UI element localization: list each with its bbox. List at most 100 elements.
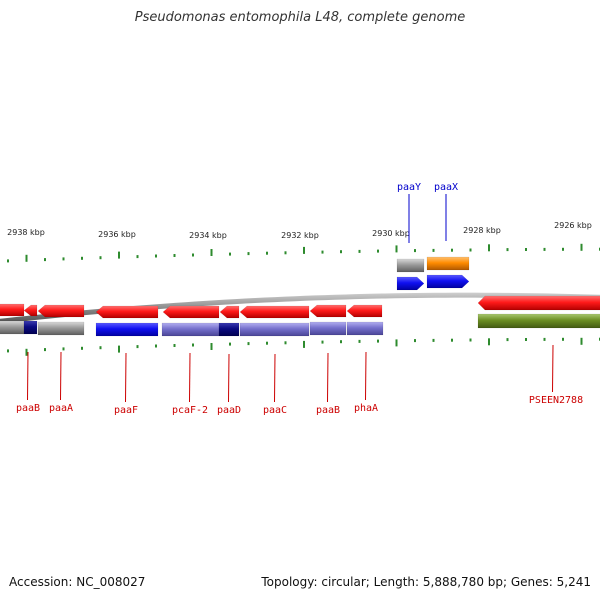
- bottom-tick-mark: [432, 338, 435, 342]
- bottom-tick-mark: [525, 338, 527, 341]
- gene-arrow-red: [0, 303, 25, 317]
- top-tick-mark: [395, 245, 398, 253]
- top-tick-mark: [44, 258, 46, 262]
- gene-label: paaX: [434, 182, 458, 193]
- bottom-tick-mark: [340, 340, 342, 344]
- gene-leader-line: [274, 353, 276, 403]
- top-tick-mark: [210, 249, 213, 256]
- bottom-tick-mark: [25, 348, 28, 356]
- bottom-tick-mark: [358, 339, 361, 343]
- gene-band-navy: [218, 322, 240, 337]
- gene-label: paaA: [49, 403, 73, 414]
- bottom-tick-mark: [44, 348, 46, 352]
- gene-label: paaB: [316, 405, 340, 416]
- bottom-tick-mark: [118, 345, 120, 353]
- gene-leader-line: [27, 351, 29, 401]
- top-tick-mark: [525, 248, 527, 251]
- gene-leader-line: [327, 352, 329, 403]
- gene-band-violet: [309, 321, 347, 336]
- top-tick-mark: [118, 251, 120, 259]
- bottom-tick-mark: [321, 340, 324, 344]
- top-tick-mark: [451, 248, 453, 252]
- top-tick-mark: [62, 257, 65, 261]
- bottom-tick-mark: [451, 338, 453, 342]
- bottom-tick-mark: [266, 341, 268, 345]
- kbp-label: 2936 kbp: [98, 230, 136, 239]
- gene-arrow-PSEEN2788: [477, 295, 600, 311]
- gene-leader-line: [552, 344, 554, 393]
- top-tick-mark: [81, 256, 83, 260]
- bottom-tick-mark: [580, 337, 583, 345]
- kbp-label: 2934 kbp: [189, 231, 227, 240]
- kbp-label: 2932 kbp: [281, 231, 319, 240]
- gene-band-gray: [37, 321, 85, 336]
- bottom-tick-mark: [81, 346, 83, 350]
- gene-leader-line: [60, 351, 62, 401]
- top-tick-mark: [321, 250, 324, 254]
- genome-summary-text: Topology: circular; Length: 5,888,780 bp…: [261, 575, 591, 589]
- gene-arrow-paaY: [396, 276, 425, 291]
- bottom-tick-mark: [229, 342, 231, 346]
- gene-label: PSEEN2788: [529, 395, 583, 406]
- top-tick-mark: [284, 251, 287, 255]
- gene-label: paaB: [16, 403, 40, 414]
- gene-label: paaC: [263, 405, 287, 416]
- gene-leader-line: [189, 352, 191, 403]
- gene-label: pcaF-2: [172, 405, 208, 416]
- top-tick-mark: [358, 249, 361, 253]
- top-tick-mark: [247, 252, 250, 256]
- top-tick-mark: [543, 247, 546, 251]
- bottom-tick-mark: [62, 347, 65, 351]
- gene-label: paaF: [114, 405, 138, 416]
- kbp-label: 2926 kbp: [554, 221, 592, 230]
- bottom-tick-mark: [7, 349, 9, 353]
- top-tick-mark: [7, 259, 9, 263]
- kbp-label: 2938 kbp: [7, 228, 45, 237]
- gene-arrow-pcaF-2: [162, 305, 220, 319]
- gene-band-navy: [23, 320, 38, 335]
- bottom-tick-mark: [395, 339, 398, 347]
- top-tick-mark: [340, 250, 342, 254]
- gene-band-violet: [161, 322, 220, 337]
- accession-text: Accession: NC_008027: [9, 575, 146, 589]
- top-tick-mark: [377, 249, 379, 253]
- gene-leader-line: [125, 352, 127, 403]
- top-tick-mark: [266, 251, 268, 255]
- gene-band-gray: [0, 320, 25, 335]
- top-tick-mark: [580, 243, 583, 251]
- bottom-tick-mark: [506, 338, 509, 342]
- bottom-tick-mark: [192, 343, 194, 347]
- top-tick-mark: [303, 246, 305, 254]
- bottom-tick-mark: [562, 337, 564, 341]
- top-tick-mark: [432, 248, 435, 252]
- bottom-tick-mark: [488, 338, 490, 346]
- gene-leader-line: [228, 353, 230, 403]
- top-tick-mark: [488, 244, 490, 252]
- top-tick-mark: [192, 253, 194, 257]
- bottom-tick-mark: [247, 342, 250, 346]
- kbp-label: 2928 kbp: [463, 226, 501, 235]
- gene-arrow-paaD: [219, 305, 240, 319]
- gene-leader-line: [365, 351, 367, 401]
- gene-band-paaX: [426, 256, 470, 271]
- bottom-tick-mark: [136, 345, 139, 349]
- top-tick-mark: [173, 254, 176, 257]
- gene-band-paaY: [396, 258, 425, 273]
- map-title: Pseudomonas entomophila L48, complete ge…: [134, 10, 466, 25]
- top-tick-mark: [414, 249, 416, 253]
- top-tick-mark: [506, 248, 509, 252]
- gene-band-olive: [477, 313, 600, 329]
- kbp-label: 2930 kbp: [372, 229, 410, 238]
- gene-arrow-paaB-2: [309, 304, 347, 318]
- bottom-tick-mark: [303, 340, 305, 348]
- bottom-tick-mark: [99, 346, 102, 350]
- bottom-tick-mark: [173, 344, 176, 347]
- top-tick-mark: [469, 248, 472, 252]
- gene-label: phaA: [354, 403, 378, 414]
- bottom-tick-mark: [414, 339, 416, 343]
- top-tick-mark: [99, 256, 102, 260]
- bottom-tick-mark: [469, 338, 472, 342]
- top-tick-mark: [229, 252, 231, 256]
- gene-label: paaD: [217, 405, 241, 416]
